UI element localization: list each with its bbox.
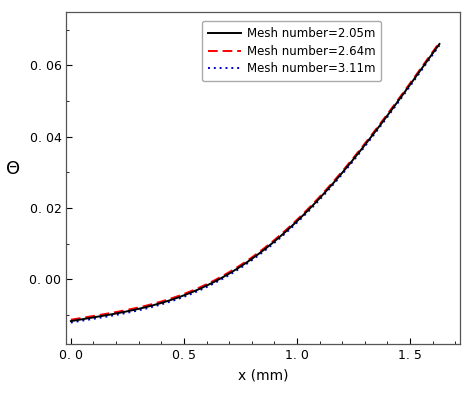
Mesh number=3.11m	[285, 229, 291, 233]
Mesh number=2.64m	[346, 162, 351, 166]
Mesh number=2.05m	[437, 41, 442, 46]
Mesh number=3.11m	[346, 164, 351, 169]
Mesh number=2.05m	[235, 266, 240, 271]
Mesh number=2.05m	[68, 319, 74, 324]
Mesh number=3.11m	[314, 200, 320, 205]
Mesh number=3.11m	[133, 308, 139, 313]
Mesh number=2.05m	[133, 307, 139, 312]
Legend: Mesh number=2.05m, Mesh number=2.64m, Mesh number=3.11m: Mesh number=2.05m, Mesh number=2.64m, Me…	[202, 21, 382, 81]
Mesh number=2.64m	[314, 197, 320, 202]
Mesh number=2.64m	[437, 40, 442, 45]
Mesh number=3.11m	[68, 320, 74, 325]
X-axis label: x (mm): x (mm)	[238, 369, 288, 382]
Mesh number=3.11m	[437, 43, 442, 48]
Mesh number=2.64m	[133, 306, 139, 310]
Mesh number=2.64m	[163, 298, 168, 303]
Mesh number=3.11m	[163, 301, 168, 305]
Y-axis label: Θ: Θ	[6, 160, 20, 178]
Mesh number=2.64m	[235, 265, 240, 269]
Line: Mesh number=2.64m: Mesh number=2.64m	[71, 43, 439, 320]
Mesh number=2.64m	[285, 226, 291, 230]
Line: Mesh number=2.05m: Mesh number=2.05m	[71, 44, 439, 321]
Mesh number=2.64m	[68, 317, 74, 322]
Mesh number=2.05m	[346, 163, 351, 168]
Mesh number=3.11m	[235, 267, 240, 272]
Mesh number=2.05m	[163, 299, 168, 304]
Line: Mesh number=3.11m: Mesh number=3.11m	[71, 45, 439, 323]
Mesh number=2.05m	[285, 227, 291, 232]
Mesh number=2.05m	[314, 199, 320, 203]
